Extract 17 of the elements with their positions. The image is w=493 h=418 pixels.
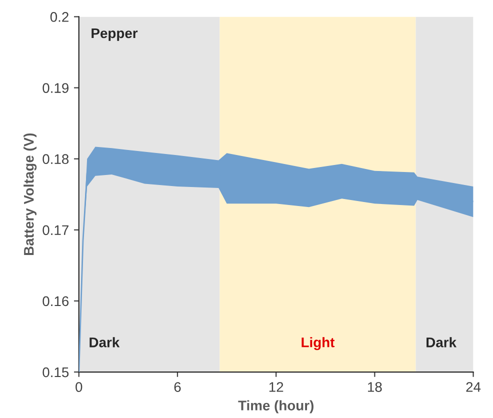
x-tick-label: 24 [466, 382, 481, 392]
y-tick-label: 0.16 [42, 296, 69, 306]
x-tick-label: 6 [174, 382, 181, 392]
band-label: Dark [90, 337, 120, 348]
y-tick-label: 0.19 [42, 83, 68, 93]
x-tick-label: 18 [368, 382, 382, 392]
y-axis-title: Battery Voltage (V) [24, 133, 37, 256]
y-tick-label: 0.17 [42, 225, 68, 236]
band-label: Dark [426, 337, 457, 348]
x-tick-label: 0 [76, 382, 82, 392]
x-axis-title: Time (hour) [238, 400, 314, 414]
annotation: Pepper [92, 28, 138, 41]
y-tick-label: 0.2 [50, 12, 68, 22]
x-tick-label: 12 [269, 382, 284, 392]
band-label: Light [302, 337, 335, 350]
y-tick-label: 0.18 [42, 154, 69, 164]
y-tick-label: 0.15 [42, 367, 69, 378]
